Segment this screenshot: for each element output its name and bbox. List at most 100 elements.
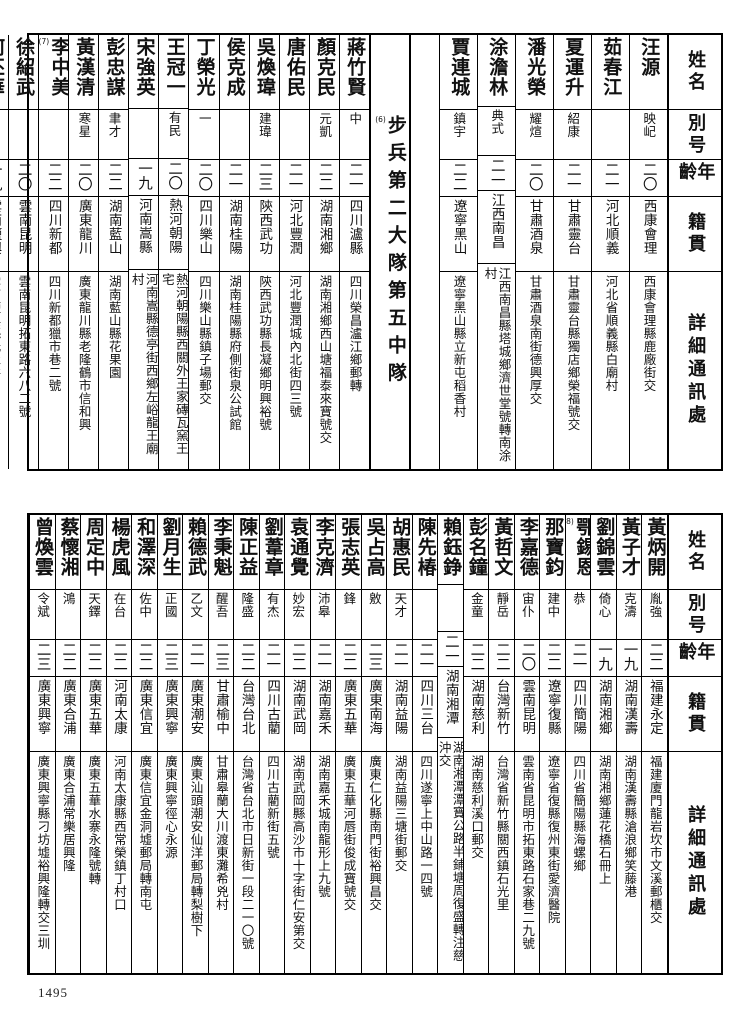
row-label-age: 年齡 xyxy=(669,159,721,196)
entry-name: 何丕華 xyxy=(0,37,6,97)
entry-name: 涂澹林 xyxy=(486,37,509,97)
entry-age: 二〇 xyxy=(69,159,99,196)
roster-entry-column: 蔡懷湘鴻二二 廣東合浦 廣東合浦常樂居興隆 xyxy=(54,515,81,973)
entry-age: 二〇 xyxy=(8,159,38,196)
entry-age: 二二 xyxy=(132,639,157,676)
entry-alias: 建中 xyxy=(540,589,565,639)
entry-age: 二二 xyxy=(642,639,667,676)
entry-origin: 湖南漢壽 xyxy=(616,676,642,751)
entry-origin: 江西南昌 xyxy=(478,190,515,262)
unit-caption-text: 步兵第二大隊第五中隊 (6) xyxy=(375,114,407,390)
entry-address: 河南嵩縣德亭街西鄉左峪龍王廟村 xyxy=(129,269,159,469)
entry-alias: 隆盛 xyxy=(234,589,259,639)
entry-alias: 在台 xyxy=(106,589,132,639)
row-label-name: 姓名 xyxy=(685,50,707,94)
roster-entry-column: 和澤深 佐中 二二 廣東信宜 廣東信宜金洞墟郵局轉南屯 xyxy=(131,515,157,973)
entry-name: 黃哲文 xyxy=(491,517,514,577)
roster-entry-column: 那寶鈞 建中 二二 遼寧復縣 遼寧省復縣復州東街愛濟醫院 xyxy=(539,515,565,973)
roster-entry-column: 吳占高敫二三 廣東南海 廣東仁化縣南門街裕興昌交 xyxy=(360,515,387,973)
entry-origin: 廣東信宜 xyxy=(132,676,157,751)
entry-origin: 遼寧復縣 xyxy=(540,676,565,751)
entry-name: 蔡懷湘 xyxy=(57,517,80,577)
entry-alias xyxy=(592,109,629,159)
entry-name: 丁榮光 xyxy=(193,37,216,97)
entry-age: 一九 xyxy=(591,639,616,676)
entry-address: 四川省簡陽縣海螺鄉 xyxy=(565,751,591,973)
entry-origin: 河北豐潤 xyxy=(279,196,309,271)
entry-origin: 湖南湘鄉 xyxy=(591,676,616,751)
entry-name: 楊虎風 xyxy=(108,517,131,577)
entry-origin: 湖南湘潭 xyxy=(438,666,463,736)
roster-entry-column: 王冠一 有民 二〇 熱河朝陽 熱河朝陽縣西關外王家磚瓦窯王宅 xyxy=(158,35,189,469)
entry-origin: 陝西武功 xyxy=(249,196,279,271)
entry-alias: 有民 xyxy=(159,108,189,158)
entry-origin: 四川樂山 xyxy=(189,196,219,271)
entry-name: 胡惠民 xyxy=(389,517,412,577)
entry-origin: 福建永定 xyxy=(642,676,667,751)
roster-entry-column: 李中美 (7) 二二 四川新都 四川新都獵市巷二號 xyxy=(37,35,69,469)
entry-origin: 廣東興寧 xyxy=(157,676,183,751)
roster-entry-column: 徐紹武 二〇 雲南昆明 雲南昆明拓東路六八二號 xyxy=(7,35,38,469)
roster-entry-column: 李秉魁 醒吾 二三 甘肅榆中 甘肅皋蘭大川渡東灘希兇村 xyxy=(207,515,234,973)
entry-age: 二二 xyxy=(99,159,129,196)
entry-age: 二二 xyxy=(38,159,69,196)
entry-name: 茹春江 xyxy=(600,37,623,97)
entry-age: 二三 xyxy=(249,159,279,196)
entry-origin: 湖南湘鄉 xyxy=(309,196,339,271)
entry-origin: 雲南昆明 xyxy=(8,196,38,271)
entry-address: 河北省順義縣白廟村 xyxy=(592,271,629,469)
entry-name: 宋強英 xyxy=(133,37,156,97)
entry-age: 二〇 xyxy=(514,639,540,676)
entry-alias: 靜岳 xyxy=(489,589,514,639)
roster-entry-column: 蔣竹賢中二一 四川瀘縣 四川榮昌瀘江鄉郵轉 xyxy=(338,35,369,469)
entry-origin: 廣東興寧 xyxy=(30,676,55,751)
entry-alias: 建瑋 xyxy=(249,109,279,159)
entry-name: 徐紹武 xyxy=(13,37,36,97)
roster-entry-column: 顏克民 元凱 二二 湖南湘鄉 湖南湘鄉西山塘福泰來寶號交 xyxy=(308,35,339,469)
entry-origin: 雲南鹽興 xyxy=(0,196,8,271)
entry-name: 黃子才 xyxy=(618,517,641,577)
entry-alias: 中 xyxy=(339,109,369,159)
roster-entry-column: 何丕華一九雲南鹽興雲南鹽興縣元永井 xyxy=(0,35,8,469)
entry-address: 福建廈門龍岩坎市文溪郵櫃交 xyxy=(642,751,667,973)
entry-age: 二一 xyxy=(339,159,369,196)
entry-address: 湖南湘鄉西山塘福泰來寶號交 xyxy=(309,271,339,469)
unit-caption-column: 步兵第二大隊第五中隊 (6) xyxy=(369,35,409,469)
entry-address: 台灣省新竹縣關西鎮石光里 xyxy=(489,751,514,973)
entry-address: 四川樂山縣鎮子場郵交 xyxy=(189,271,219,469)
entry-alias: 佐中 xyxy=(132,589,157,639)
entry-origin: 四川古藺 xyxy=(259,676,285,751)
roster-entry-column: 李克濟 沛皋 二一 湖南嘉禾 湖南嘉禾城南龍形上九號 xyxy=(309,515,336,973)
entry-address: 湖南慈利溪口郵交 xyxy=(463,751,489,973)
entry-address: 四川遂寧上中山路一四號 xyxy=(412,751,438,973)
entry-age: 二三 xyxy=(30,639,55,676)
entry-alias: 乙文 xyxy=(183,589,208,639)
entry-origin: 河南太康 xyxy=(106,676,132,751)
entry-age: 二二 xyxy=(463,639,489,676)
roster-entry-column: 宋強英 一九 河南嵩縣 河南嵩縣德亭街西鄉左峪龍王廟村 xyxy=(128,35,159,469)
entry-age: 二〇 xyxy=(159,158,189,195)
roster-entry-column: 茹春江 二一 河北順義 河北省順義縣白廟村 xyxy=(591,35,629,469)
entry-origin: 廣東五華 xyxy=(336,676,361,751)
entry-name: 吳占高 xyxy=(363,517,386,577)
entry-name: 蔣竹賢 xyxy=(344,37,367,97)
roster-entry-column: 楊虎風 在台 二二 河南太康 河南太康縣西常榮鎮丁村口 xyxy=(105,515,132,973)
entry-address: 雲南省昆明市拓東路石家巷二九號 xyxy=(514,751,540,973)
entry-origin: 雲南昆明 xyxy=(514,676,540,751)
entry-age: 二〇 xyxy=(189,159,219,196)
entry-origin: 湖南慈利 xyxy=(463,676,489,751)
entry-name: 唐佑民 xyxy=(283,37,306,97)
row-label-alias: 別号 xyxy=(669,109,721,159)
entry-name: 李中美 (7) xyxy=(38,37,69,97)
entry-address: 湖南武岡縣高沙市十字街仁安第交 xyxy=(285,751,310,973)
row-label-name: 姓名 xyxy=(685,530,707,574)
entry-address: 廣東龍川縣老隆鶴市信和興 xyxy=(69,271,99,469)
roster-entry-column: 黃炳開 胤強 二二 福建永定 福建廈門龍岩坎市文溪郵櫃交 xyxy=(641,515,667,973)
entry-origin: 四川簡陽 xyxy=(565,676,591,751)
entry-name: 黃炳開 xyxy=(644,517,667,577)
entry-origin: 甘肅靈台 xyxy=(554,196,591,271)
entry-address: 廣東興寧縣刁坊墟裕興隆轉交三圳 xyxy=(30,751,55,973)
roster-entry-column: 潘光榮 耀煊 二〇 甘肅酒泉 甘肅酒泉南街德興厚交 xyxy=(515,35,553,469)
row-label-origin: 籍貫 xyxy=(669,676,721,751)
entry-origin: 四川三台 xyxy=(412,676,438,751)
